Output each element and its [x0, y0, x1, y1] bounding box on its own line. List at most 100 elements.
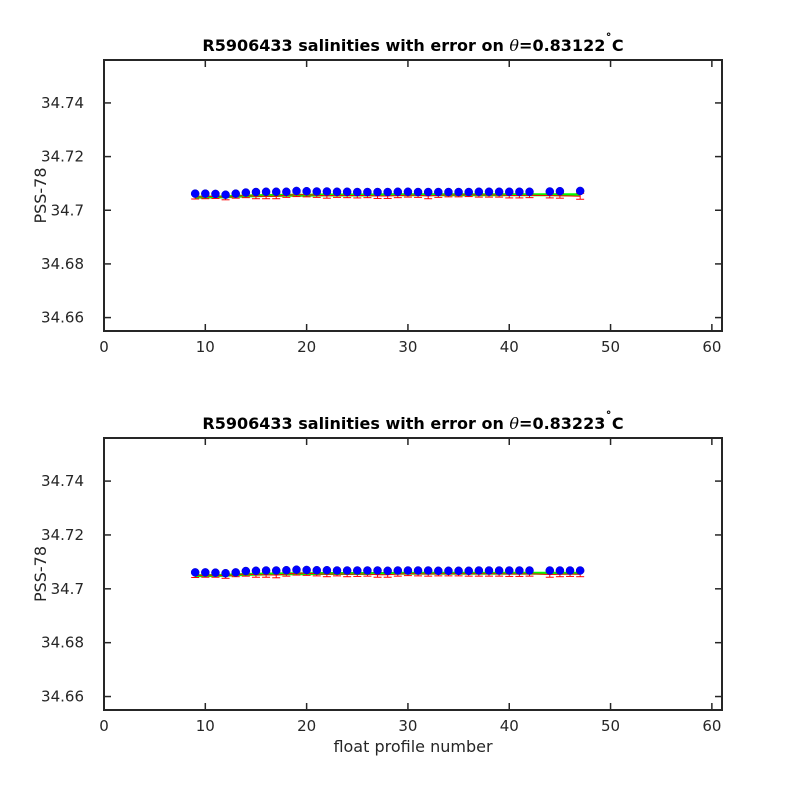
float-salinity-point: [545, 566, 555, 575]
float-salinity-point: [201, 568, 210, 577]
float-salinity-point: [444, 566, 453, 576]
x-tick-label: 20: [297, 338, 316, 356]
float-salinity-point: [525, 566, 534, 575]
float-salinity-point: [312, 565, 322, 575]
float-salinity-point: [271, 187, 281, 196]
float-salinity-point: [363, 187, 372, 197]
chart-1: 0 10 20 30 40 50 60 34.66 34.68 34.7 34.72 34.74 R59…: [31, 32, 723, 356]
float-salinity-point: [292, 565, 301, 574]
float-salinity-point: [555, 186, 565, 196]
float-salinity-point: [454, 566, 463, 576]
float-salinity-point: [393, 187, 403, 196]
float-salinity-point: [373, 566, 382, 575]
y-tick-label: 34.72: [41, 526, 84, 544]
float-salinity-point: [444, 187, 453, 197]
x-tick-label: 0: [99, 717, 109, 735]
float-salinity-point: [261, 187, 271, 196]
y-axis-label: PSS-78: [31, 167, 50, 223]
float-salinity-point: [515, 187, 524, 196]
float-salinity-point: [383, 187, 392, 197]
float-salinity-point: [241, 188, 251, 197]
title-text: R5906433 salinities with error on: [202, 36, 509, 55]
float-salinity-point: [484, 566, 494, 575]
float-salinity-point: [565, 566, 575, 575]
chart-title: R5906433 salinities with error on θ=0.83…: [202, 32, 623, 55]
x-tick-label: 30: [398, 717, 417, 735]
float-salinity-point: [545, 187, 555, 196]
float-salinity-point: [282, 187, 291, 196]
x-tick-label: 0: [99, 338, 109, 356]
float-salinity-point: [555, 566, 565, 575]
axes-frame: [103, 437, 723, 711]
chart-2: 0 10 20 30 40 50 60 34.66 34.68 34.7 34.72 34.74 R59…: [31, 410, 723, 756]
float-salinity-point: [342, 187, 352, 196]
float-salinity-point: [474, 187, 484, 196]
float-salinity-point: [494, 566, 504, 575]
y-tick-label: 34.74: [41, 94, 84, 112]
title-text: R5906433 salinities with error on: [202, 414, 509, 433]
x-tick-label: 40: [500, 338, 519, 356]
float-salinity-point: [251, 566, 261, 576]
x-tick-label: 50: [601, 338, 620, 356]
float-salinity-point: [211, 568, 220, 577]
title-unit: C: [612, 414, 624, 433]
float-salinity-point: [211, 189, 220, 199]
float-salinity-point: [373, 187, 382, 197]
float-salinity-point: [353, 187, 362, 197]
float-salinity-point: [322, 565, 332, 575]
float-salinity-point: [484, 187, 494, 196]
float-salinity-point: [423, 566, 433, 575]
float-salinity-point: [302, 186, 311, 196]
float-salinity-point: [312, 187, 322, 196]
float-salinity-point: [332, 187, 342, 196]
y-tick-label: 34.72: [41, 148, 84, 166]
float-salinity-point: [454, 187, 463, 197]
float-salinity-point: [525, 187, 534, 196]
y-tick-label: 34.68: [41, 634, 84, 652]
x-tick-label: 30: [398, 338, 417, 356]
float-salinity-point: [322, 187, 332, 196]
chart-title: R5906433 salinities with error on θ=0.83…: [202, 410, 623, 433]
title-value: =0.83223: [519, 414, 605, 433]
float-salinity-point: [342, 566, 352, 575]
float-salinity-point: [302, 565, 311, 575]
float-salinity-point: [363, 566, 372, 575]
float-salinity-point: [403, 566, 413, 575]
y-tick-label: 34.66: [41, 309, 84, 327]
x-tick-label: 40: [500, 717, 519, 735]
float-salinity-point: [515, 566, 524, 575]
float-salinity-point: [575, 186, 585, 196]
title-unit: C: [612, 36, 624, 55]
y-tick-label: 34.68: [41, 255, 84, 273]
title-degree: ˚: [605, 32, 612, 48]
float-salinity-point: [434, 566, 443, 576]
title-theta: θ: [509, 36, 519, 55]
float-salinity-point: [494, 187, 504, 196]
x-tick-label: 60: [702, 338, 721, 356]
float-salinity-point: [383, 566, 392, 576]
float-salinity-point: [282, 565, 291, 575]
float-salinity-point: [504, 566, 514, 575]
float-salinity-point: [434, 187, 443, 197]
float-salinity-point: [464, 566, 473, 576]
float-salinity-point: [251, 187, 261, 197]
title-degree: ˚: [605, 410, 612, 426]
float-salinity-point: [261, 566, 271, 575]
x-tick-label: 10: [196, 717, 215, 735]
y-tick-label: 34.7: [51, 201, 84, 219]
float-salinity-point: [231, 189, 240, 198]
float-salinity-point: [413, 566, 423, 575]
axes-frame: [103, 59, 723, 332]
x-tick-label: 20: [297, 717, 316, 735]
float-salinity-point: [221, 190, 230, 199]
float-salinity-point: [464, 187, 473, 197]
x-axis-label: float profile number: [333, 737, 493, 756]
float-salinity-point: [190, 568, 200, 577]
float-salinity-point: [201, 189, 210, 198]
x-tick-label: 10: [196, 338, 215, 356]
float-salinity-point: [231, 568, 240, 577]
float-salinity-point: [241, 566, 251, 576]
float-salinity-point: [332, 566, 342, 575]
float-salinity-point: [292, 186, 301, 196]
